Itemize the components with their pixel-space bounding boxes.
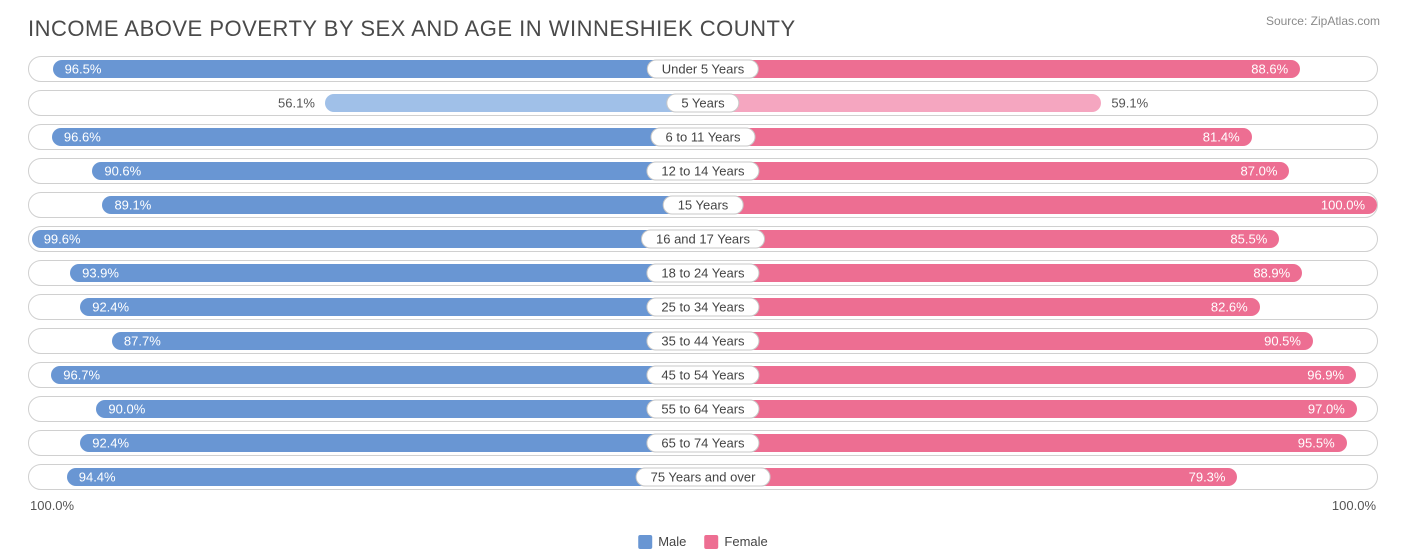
category-label: 25 to 34 Years (646, 298, 759, 317)
male-value: 93.9% (82, 266, 119, 281)
male-bar (102, 196, 703, 214)
female-bar (703, 400, 1357, 418)
female-bar (703, 128, 1252, 146)
chart-row: 90.0% 97.0% 55 to 64 Years (28, 396, 1378, 422)
chart-row: 96.6% 81.4% 6 to 11 Years (28, 124, 1378, 150)
category-label: Under 5 Years (647, 60, 759, 79)
female-value: 87.0% (1241, 164, 1278, 179)
legend-female: Female (704, 534, 767, 549)
male-value: 94.4% (79, 470, 116, 485)
chart-row: 96.5% 88.6% Under 5 Years (28, 56, 1378, 82)
legend-male: Male (638, 534, 686, 549)
male-bar (92, 162, 703, 180)
chart-row: 89.1% 100.0% 15 Years (28, 192, 1378, 218)
chart-row: 92.4% 95.5% 65 to 74 Years (28, 430, 1378, 456)
male-value: 96.6% (64, 130, 101, 145)
female-bar (703, 162, 1289, 180)
female-bar (703, 94, 1101, 112)
female-value: 82.6% (1211, 300, 1248, 315)
male-value: 99.6% (44, 232, 81, 247)
female-bar (703, 332, 1313, 350)
category-label: 12 to 14 Years (646, 162, 759, 181)
male-value: 92.4% (92, 436, 129, 451)
chart-row: 96.7% 96.9% 45 to 54 Years (28, 362, 1378, 388)
male-bar (325, 94, 703, 112)
male-bar (52, 128, 703, 146)
chart-row: 94.4% 79.3% 75 Years and over (28, 464, 1378, 490)
category-label: 35 to 44 Years (646, 332, 759, 351)
female-value: 90.5% (1264, 334, 1301, 349)
male-bar (32, 230, 703, 248)
female-value: 95.5% (1298, 436, 1335, 451)
male-bar (112, 332, 703, 350)
female-bar (703, 366, 1356, 384)
x-axis: 100.0% 100.0% (28, 498, 1378, 513)
female-value: 96.9% (1307, 368, 1344, 383)
diverging-bar-chart: 96.5% 88.6% Under 5 Years 56.1% 59.1% 5 Years… (28, 56, 1378, 490)
category-label: 55 to 64 Years (646, 400, 759, 419)
chart-row: 56.1% 59.1% 5 Years (28, 90, 1378, 116)
category-label: 16 and 17 Years (641, 230, 765, 249)
female-value: 97.0% (1308, 402, 1345, 417)
chart-row: 99.6% 85.5% 16 and 17 Years (28, 226, 1378, 252)
male-bar (51, 366, 703, 384)
chart-row: 92.4% 82.6% 25 to 34 Years (28, 294, 1378, 320)
female-value: 79.3% (1189, 470, 1226, 485)
male-swatch (638, 535, 652, 549)
male-value: 56.1% (278, 96, 315, 111)
female-bar (703, 230, 1279, 248)
male-bar (80, 298, 703, 316)
category-label: 6 to 11 Years (651, 128, 756, 147)
male-value: 89.1% (114, 198, 151, 213)
female-bar (703, 196, 1377, 214)
legend-female-label: Female (724, 534, 767, 549)
female-bar (703, 60, 1300, 78)
male-value: 90.0% (108, 402, 145, 417)
chart-title: INCOME ABOVE POVERTY BY SEX AND AGE IN W… (28, 16, 1378, 42)
female-value: 85.5% (1230, 232, 1267, 247)
male-bar (53, 60, 703, 78)
male-bar (67, 468, 703, 486)
male-value: 87.7% (124, 334, 161, 349)
chart-row: 87.7% 90.5% 35 to 44 Years (28, 328, 1378, 354)
category-label: 5 Years (666, 94, 739, 113)
female-swatch (704, 535, 718, 549)
category-label: 75 Years and over (636, 468, 771, 487)
legend-male-label: Male (658, 534, 686, 549)
female-value: 81.4% (1203, 130, 1240, 145)
female-value: 100.0% (1321, 198, 1365, 213)
female-value: 88.6% (1251, 62, 1288, 77)
source-attribution: Source: ZipAtlas.com (1266, 14, 1380, 28)
axis-left-label: 100.0% (30, 498, 74, 513)
legend: Male Female (638, 534, 768, 549)
female-bar (703, 264, 1302, 282)
female-bar (703, 468, 1237, 486)
chart-row: 93.9% 88.9% 18 to 24 Years (28, 260, 1378, 286)
female-bar (703, 298, 1260, 316)
male-bar (96, 400, 703, 418)
female-value: 88.9% (1253, 266, 1290, 281)
female-bar (703, 434, 1347, 452)
chart-row: 90.6% 87.0% 12 to 14 Years (28, 158, 1378, 184)
male-value: 90.6% (104, 164, 141, 179)
category-label: 15 Years (663, 196, 744, 215)
category-label: 18 to 24 Years (646, 264, 759, 283)
category-label: 45 to 54 Years (646, 366, 759, 385)
axis-right-label: 100.0% (1332, 498, 1376, 513)
male-bar (80, 434, 703, 452)
male-value: 96.5% (65, 62, 102, 77)
male-bar (70, 264, 703, 282)
female-value: 59.1% (1111, 96, 1148, 111)
category-label: 65 to 74 Years (646, 434, 759, 453)
male-value: 96.7% (63, 368, 100, 383)
male-value: 92.4% (92, 300, 129, 315)
